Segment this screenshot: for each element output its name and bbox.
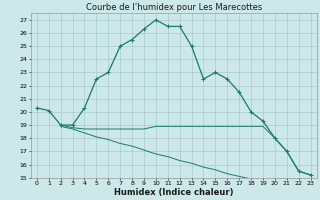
Title: Courbe de l’humidex pour Les Marecottes: Courbe de l’humidex pour Les Marecottes bbox=[86, 3, 262, 12]
X-axis label: Humidex (Indice chaleur): Humidex (Indice chaleur) bbox=[114, 188, 234, 197]
